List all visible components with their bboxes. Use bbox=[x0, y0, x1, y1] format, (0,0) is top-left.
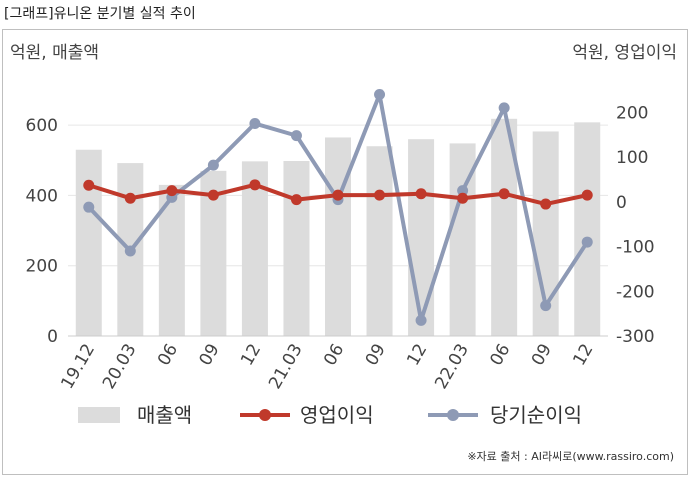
right-tick-label: 0 bbox=[616, 193, 627, 213]
bar-06 bbox=[325, 137, 351, 336]
point-당기순이익 bbox=[124, 245, 136, 257]
bar-series bbox=[75, 118, 601, 337]
right-tick-label: -300 bbox=[616, 327, 655, 347]
right-axis-unit: 억원, 영업이익 bbox=[572, 43, 677, 63]
point-당기순이익 bbox=[581, 236, 593, 248]
x-tick-label: 09 bbox=[528, 341, 556, 370]
right-tick-label: -200 bbox=[616, 282, 655, 302]
point-영업이익 bbox=[415, 188, 427, 200]
left-tick-label: 200 bbox=[26, 257, 58, 277]
x-tick-label: 22.03 bbox=[431, 340, 473, 392]
point-영업이익 bbox=[581, 189, 593, 201]
left-tick-label: 600 bbox=[26, 116, 58, 136]
bar-21.03 bbox=[283, 160, 310, 336]
chart-frame bbox=[2, 29, 688, 475]
left-tick-label: 0 bbox=[47, 327, 58, 347]
x-tick-label: 06 bbox=[486, 340, 514, 369]
point-영업이익 bbox=[332, 189, 344, 201]
point-영업이익 bbox=[457, 192, 469, 204]
bar-12 bbox=[241, 161, 268, 336]
point-당기순이익 bbox=[457, 185, 469, 197]
point-당기순이익 bbox=[374, 88, 386, 100]
point-영업이익 bbox=[498, 188, 510, 200]
point-당기순이익 bbox=[498, 102, 510, 114]
point-영업이익 bbox=[124, 192, 136, 204]
point-영업이익 bbox=[249, 179, 261, 191]
point-영업이익 bbox=[207, 189, 219, 201]
point-영업이익 bbox=[290, 194, 302, 206]
legend: 매출액 영업이익 당기순이익 bbox=[78, 403, 582, 427]
left-axis-unit: 억원, 매출액 bbox=[10, 43, 99, 63]
legend-swatch-bar bbox=[78, 407, 120, 423]
legend-swatch-marker bbox=[447, 409, 459, 421]
x-tick-label: 12 bbox=[237, 341, 265, 370]
point-영업이익 bbox=[540, 198, 552, 210]
right-tick-label: 200 bbox=[616, 103, 648, 123]
legend-label: 매출액 bbox=[137, 403, 192, 427]
page-title: [그래프]유니온 분기별 실적 추이 bbox=[4, 6, 196, 22]
point-당기순이익 bbox=[249, 118, 261, 130]
x-tick-label: 19.12 bbox=[57, 341, 99, 393]
legend-label: 영업이익 bbox=[300, 403, 374, 427]
legend-label: 당기순이익 bbox=[490, 403, 582, 427]
bar-12 bbox=[574, 122, 601, 337]
source-text: ※자료 출처 : AI라씨로(www.rassiro.com) bbox=[467, 450, 674, 463]
bar-19.12 bbox=[75, 149, 102, 336]
x-tick-label: 12 bbox=[569, 341, 597, 370]
x-tick-label: 12 bbox=[403, 341, 431, 370]
point-영업이익 bbox=[166, 185, 178, 197]
line-series bbox=[83, 88, 593, 326]
x-tick-label: 21.03 bbox=[265, 341, 307, 393]
x-tick-label: 06 bbox=[154, 341, 182, 370]
point-당기순이익 bbox=[207, 159, 219, 171]
point-당기순이익 bbox=[290, 130, 302, 142]
bar-12 bbox=[408, 139, 435, 336]
left-tick-label: 400 bbox=[26, 186, 58, 206]
x-tick-label: 09 bbox=[196, 341, 224, 370]
point-당기순이익 bbox=[83, 201, 95, 213]
right-tick-label: -100 bbox=[616, 238, 655, 258]
x-tick-label: 06 bbox=[320, 341, 348, 370]
right-tick-label: 100 bbox=[616, 148, 648, 168]
x-tick-label: 09 bbox=[362, 341, 390, 370]
bar-09 bbox=[366, 146, 393, 336]
legend-swatch-marker bbox=[259, 409, 271, 421]
x-tick-label: 20.03 bbox=[99, 341, 141, 393]
point-영업이익 bbox=[83, 179, 95, 191]
point-당기순이익 bbox=[415, 314, 427, 326]
point-영업이익 bbox=[374, 189, 386, 201]
point-당기순이익 bbox=[540, 300, 552, 312]
